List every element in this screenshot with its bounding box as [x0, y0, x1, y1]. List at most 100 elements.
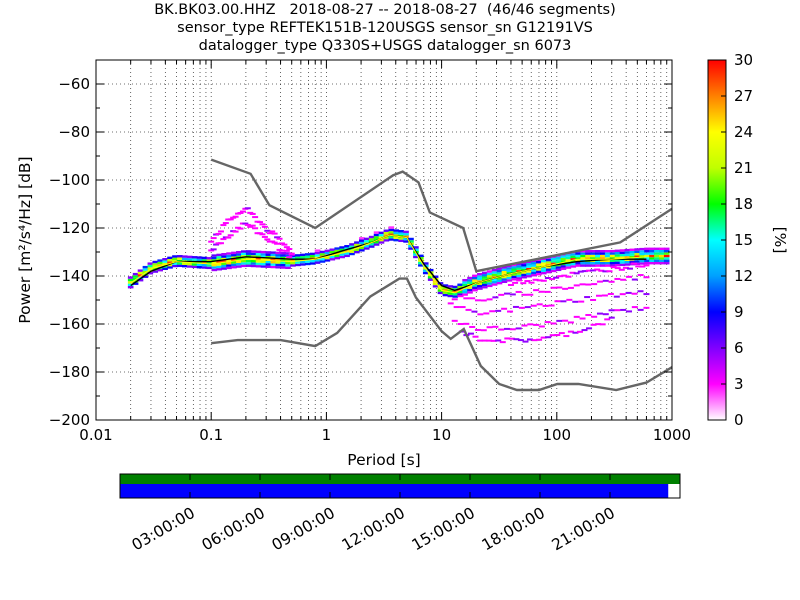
heatmap-cell: [619, 263, 626, 267]
heatmap-cell: [591, 283, 598, 286]
heatmap-cell: [211, 263, 218, 267]
heatmap-cell: [275, 263, 282, 267]
heatmap-cell: [196, 261, 203, 264]
heatmap-cell: [507, 283, 514, 286]
heatmap-cell: [526, 272, 532, 276]
heatmap-cell: [649, 252, 655, 255]
heatmap-cell: [300, 256, 306, 259]
heatmap-cell: [624, 253, 631, 257]
heatmap-cell: [304, 253, 311, 256]
heatmap-cell: [622, 266, 629, 269]
heatmap-cell: [226, 259, 232, 262]
y-tick-label: −120: [49, 219, 90, 237]
heatmap-cell: [236, 250, 242, 254]
heatmap-cell: [447, 302, 454, 305]
heatmap-cell: [550, 264, 557, 268]
colorbar-tick-label: 12: [734, 267, 753, 285]
heatmap-cell: [521, 261, 527, 265]
timeline-tick-label: 06:00:00: [199, 504, 268, 554]
heatmap-cell: [286, 256, 293, 259]
heatmap-cell: [344, 254, 350, 258]
heatmap-cell: [329, 250, 336, 254]
heatmap-cell: [378, 231, 385, 235]
heatmap-cell: [314, 254, 321, 257]
heatmap-cell: [536, 273, 542, 276]
heatmap-cell: [516, 279, 523, 282]
heatmap-cell: [403, 237, 409, 241]
heatmap-cell: [649, 259, 655, 262]
heatmap-cell: [388, 226, 395, 229]
heatmap-cell: [560, 260, 567, 263]
heatmap-cell: [245, 262, 252, 265]
heatmap-cell: [536, 303, 543, 306]
heatmap-cell: [491, 276, 498, 279]
heatmap-cell: [403, 233, 409, 236]
heatmap-cell: [196, 265, 203, 269]
heatmap-cell: [469, 325, 476, 328]
heatmap-cell: [619, 261, 626, 264]
heatmap-cell: [191, 263, 198, 266]
y-tick-label: −180: [49, 363, 90, 381]
heatmap-cell: [152, 263, 159, 266]
heatmap-cell: [521, 271, 527, 274]
heatmap-cell: [643, 276, 650, 279]
heatmap-cell: [573, 315, 580, 318]
heatmap-cell: [157, 269, 163, 272]
heatmap-cell: [266, 232, 273, 235]
heatmap-cell: [255, 260, 262, 263]
heatmap-cell: [211, 259, 218, 262]
heatmap-cell: [265, 260, 272, 264]
heatmap-cell: [285, 261, 291, 265]
heatmap-cell: [477, 273, 483, 276]
heatmap-cell: [507, 310, 514, 313]
heatmap-cell: [550, 322, 557, 325]
heatmap-cell: [486, 298, 493, 301]
heatmap-cell: [486, 282, 493, 285]
heatmap-cell: [295, 256, 301, 259]
x-tick-label: 1000: [653, 426, 691, 444]
heatmap-cell: [563, 335, 570, 338]
heatmap-cell: [378, 241, 385, 244]
heatmap-cell: [127, 286, 134, 289]
heatmap-cell: [521, 268, 527, 272]
heatmap-cell: [570, 255, 577, 259]
heatmap-cell: [255, 265, 262, 268]
heatmap-cell: [556, 319, 563, 322]
heatmap-cell: [590, 254, 596, 258]
heatmap-cell: [626, 275, 633, 278]
heatmap-cell: [472, 335, 479, 338]
heatmap-cell: [398, 234, 404, 238]
heatmap-cell: [643, 293, 650, 296]
heatmap-cell: [393, 229, 400, 232]
heatmap-cell: [643, 264, 650, 267]
colorbar-tick-label: 24: [734, 123, 753, 141]
heatmap-cell: [540, 336, 547, 339]
heatmap-cell: [467, 279, 473, 282]
heatmap-cell: [549, 334, 556, 337]
heatmap-cell: [580, 252, 586, 255]
heatmap-cell: [499, 341, 506, 344]
heatmap-cell: [531, 271, 537, 275]
heatmap-cell: [649, 250, 655, 253]
heatmap-cell: [451, 319, 458, 322]
heatmap-cell: [629, 250, 636, 254]
heatmap-cell: [562, 319, 569, 322]
heatmap-cell: [181, 262, 188, 265]
heatmap-cell: [270, 253, 277, 257]
heatmap-cell: [570, 258, 577, 261]
heatmap-cell: [565, 266, 572, 269]
heatmap-cell: [590, 323, 597, 326]
heatmap-cell: [275, 261, 282, 264]
heatmap-cell: [132, 282, 139, 285]
heatmap-cell: [575, 257, 582, 260]
heatmap-cell: [227, 218, 234, 221]
heatmap-cell: [644, 259, 650, 262]
heatmap-cell: [644, 250, 650, 253]
heatmap-cell: [659, 252, 665, 255]
heatmap-cell: [511, 270, 518, 274]
heatmap-cell: [457, 283, 463, 286]
heatmap-cell: [349, 243, 355, 246]
heatmap-cell: [383, 239, 390, 242]
heatmap-cell: [304, 262, 311, 266]
heatmap-cell: [270, 251, 277, 254]
